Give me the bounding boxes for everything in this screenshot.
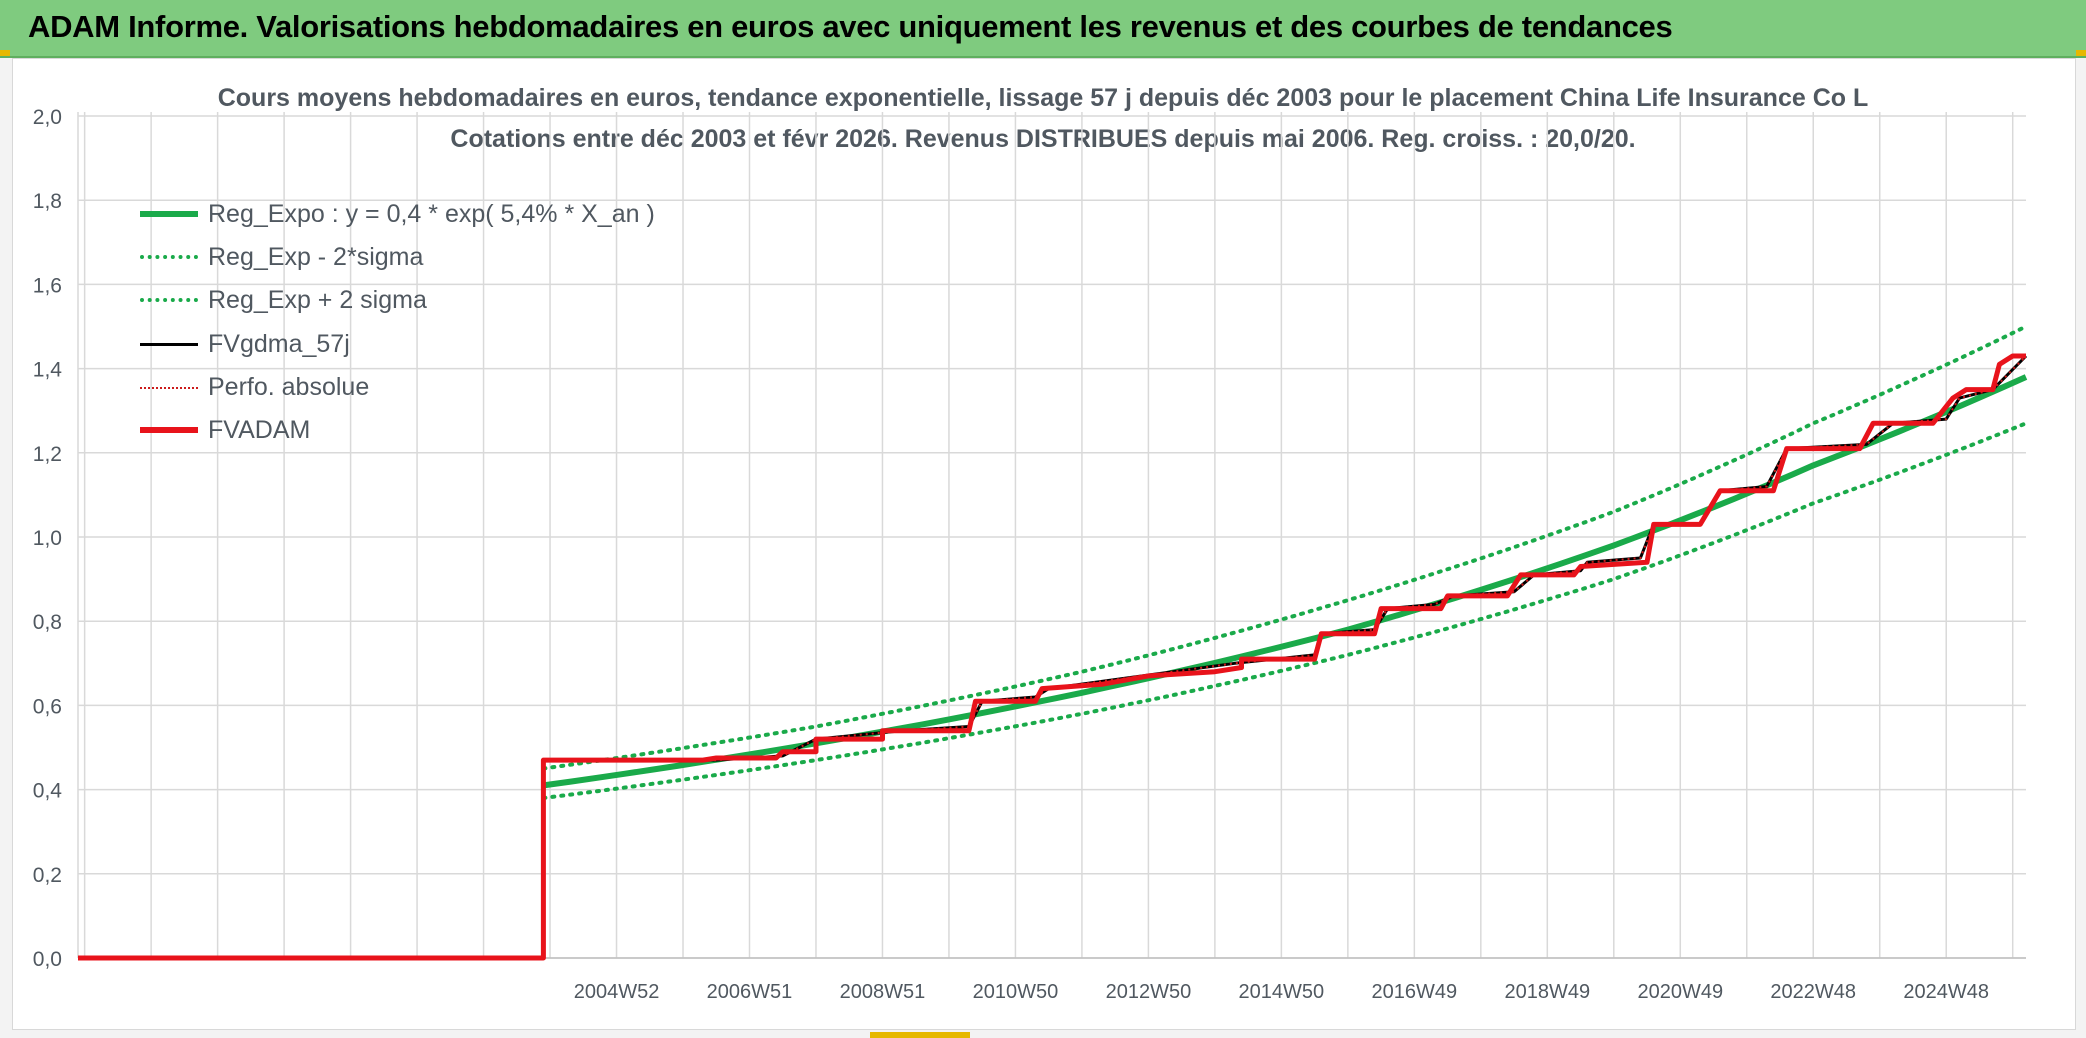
legend-swatch-reg-plus xyxy=(140,298,198,302)
x-tick-label: 2024W48 xyxy=(1903,981,1989,1003)
series-fvadam-line xyxy=(78,353,2026,961)
series-fvgdma-line xyxy=(78,354,2028,960)
x-tick-label: 2006W51 xyxy=(707,981,793,1003)
chart-panel xyxy=(12,58,2076,1030)
y-tick-label: 1,6 xyxy=(33,274,62,297)
x-tick-label: 2012W50 xyxy=(1106,981,1192,1003)
x-tick-label: 2020W49 xyxy=(1637,981,1723,1003)
y-tick-label: 0,4 xyxy=(33,780,63,803)
y-tick-label: 1,0 xyxy=(33,527,62,550)
legend-swatch-reg-expo xyxy=(140,211,198,217)
corner-marker-bottom xyxy=(870,1032,970,1038)
series-reg-plus-line xyxy=(541,324,2028,771)
y-tick-label: 1,2 xyxy=(33,443,62,466)
corner-marker-top-right xyxy=(2076,50,2086,56)
legend-swatch-fvadam xyxy=(140,427,198,433)
series-reg-expo-line xyxy=(542,374,2028,789)
report-title: ADAM Informe. Valorisations hebdomadaire… xyxy=(28,9,1673,44)
y-tick-label: 0,2 xyxy=(33,864,62,887)
legend-label-reg-minus: Reg_Exp - 2*sigma xyxy=(208,243,424,271)
y-tick-label: 0,8 xyxy=(33,611,62,634)
chart-subtitle: Cotations entre déc 2003 et févr 2026. R… xyxy=(450,125,1636,153)
corner-marker-top-left xyxy=(0,50,10,56)
x-tick-label: 2004W52 xyxy=(574,981,660,1003)
y-tick-label: 1,4 xyxy=(33,359,63,382)
x-tick-label: 2014W50 xyxy=(1239,981,1325,1003)
x-tick-label: 2016W49 xyxy=(1372,981,1458,1003)
y-tick-label: 0,6 xyxy=(33,695,62,718)
y-tick-label: 1,8 xyxy=(33,190,62,213)
series-perfo-line xyxy=(78,355,2027,959)
legend-label-fvadam: FVADAM xyxy=(208,416,311,444)
legend-label-perfo: Perfo. absolue xyxy=(208,373,370,401)
report-banner: ADAM Informe. Valorisations hebdomadaire… xyxy=(0,0,2086,58)
x-tick-label: 2010W50 xyxy=(973,981,1059,1003)
legend-label-reg-expo: Reg_Expo : y = 0,4 * exp( 5,4% * X_an ) xyxy=(208,200,655,228)
legend-swatch-perfo xyxy=(140,387,198,389)
chart-title: Cours moyens hebdomadaires en euros, ten… xyxy=(217,84,1869,112)
y-tick-label: 2,0 xyxy=(33,106,62,129)
legend-swatch-reg-minus xyxy=(140,255,198,259)
legend-swatch-fvgdma xyxy=(140,343,198,346)
x-tick-label: 2022W48 xyxy=(1770,981,1856,1003)
legend-label-reg-plus: Reg_Exp + 2 sigma xyxy=(208,286,427,314)
x-tick-label: 2008W51 xyxy=(840,981,926,1003)
x-tick-label: 2018W49 xyxy=(1504,981,1590,1003)
y-tick-label: 0,0 xyxy=(33,948,62,971)
legend-label-fvgdma: FVgdma_57j xyxy=(208,330,350,358)
series-reg-minus-line xyxy=(541,421,2028,800)
